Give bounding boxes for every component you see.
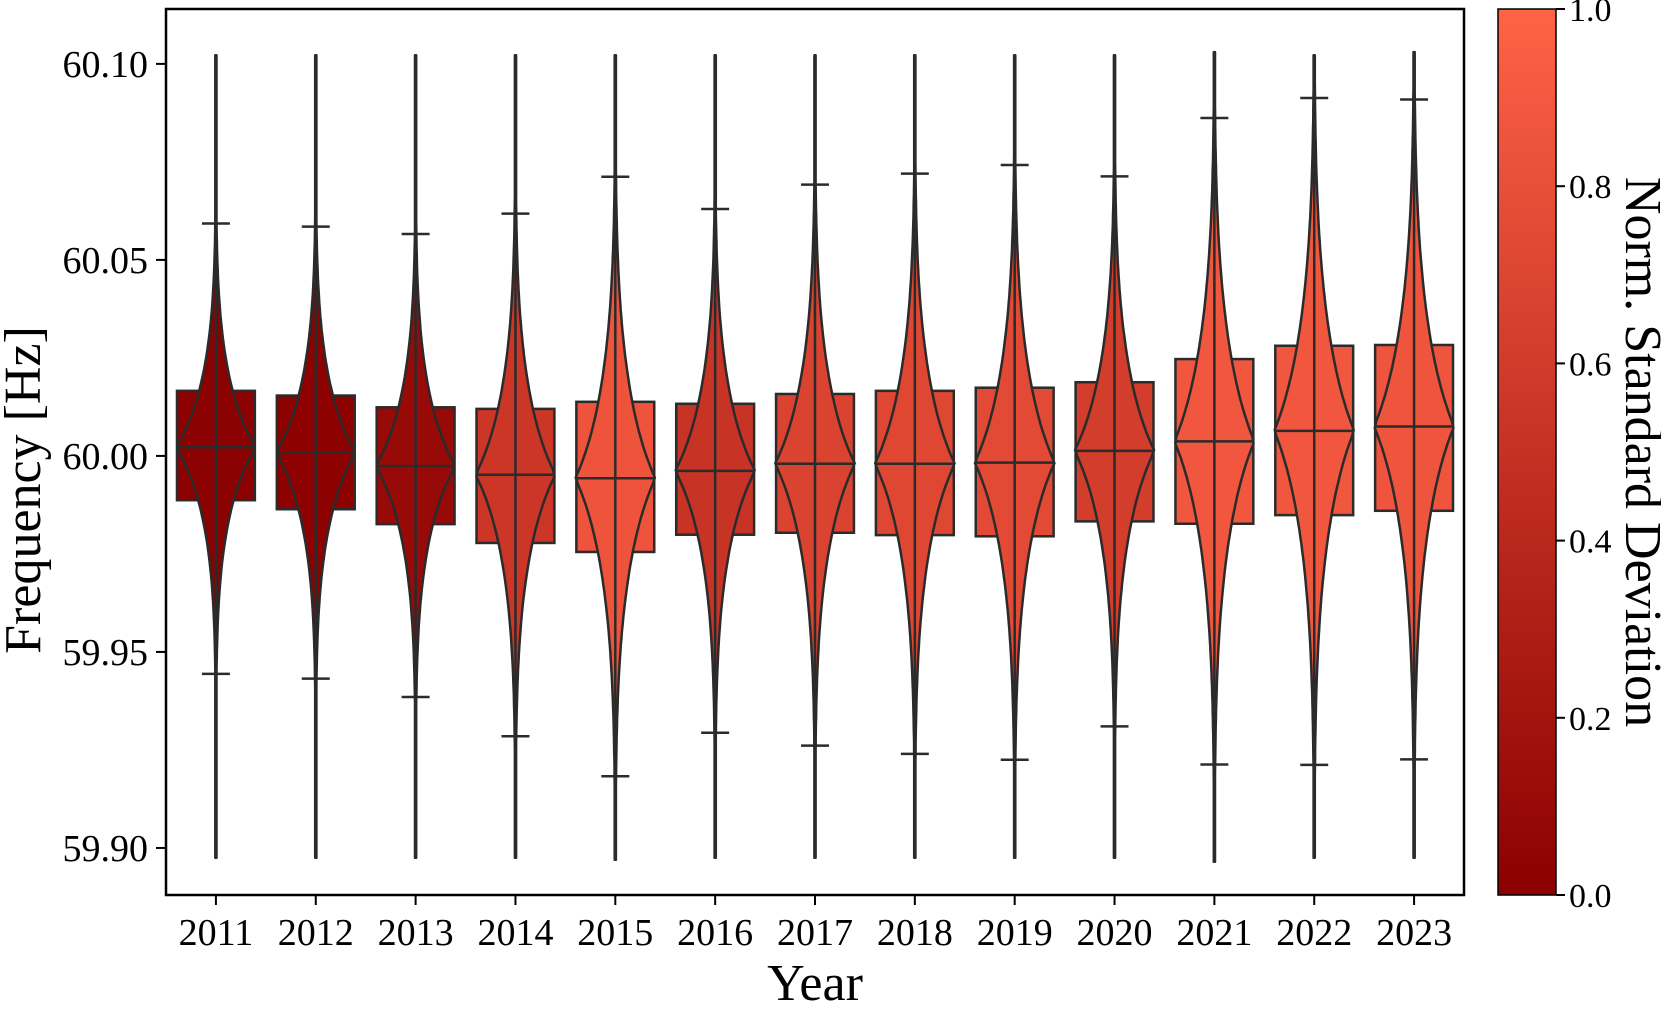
x-tick-label: 2011	[179, 912, 254, 954]
y-tick-label: 59.90	[63, 828, 149, 870]
violin-group-2011	[175, 54, 257, 860]
y-tick-label: 60.00	[63, 436, 149, 478]
colorbar-tick-label: 0.4	[1569, 524, 1612, 561]
x-tick-label: 2015	[577, 912, 653, 954]
violin-group-2023	[1373, 50, 1455, 860]
x-tick-label: 2012	[278, 912, 354, 954]
colorbar-tick-label: 0.0	[1569, 878, 1612, 915]
x-tick-label: 2014	[477, 912, 553, 954]
colorbar-tick-label: 0.8	[1569, 169, 1612, 206]
violin-group-2022	[1273, 54, 1355, 860]
colorbar-gradient	[1497, 8, 1557, 896]
x-tick-label: 2020	[1077, 912, 1153, 954]
colorbar-tick-label: 0.6	[1569, 346, 1612, 383]
y-tick-label: 60.05	[63, 240, 149, 282]
violin-group-2020	[1073, 54, 1156, 860]
violin-group-2019	[973, 54, 1056, 860]
violin-group-2018	[873, 54, 956, 860]
x-tick-label: 2018	[877, 912, 953, 954]
violin-group-2016	[674, 54, 756, 860]
y-axis: 59.90 59.95 60.00 60.05 60.10	[63, 44, 166, 870]
plot-area	[175, 50, 1455, 863]
violin-group-2013	[375, 54, 456, 860]
x-tick-label: 2017	[777, 912, 853, 954]
y-tick-label: 60.10	[63, 44, 149, 86]
violin-group-2015	[574, 54, 657, 861]
colorbar-tick-label: 1.0	[1569, 0, 1612, 29]
y-tick-label: 59.95	[63, 632, 149, 674]
y-axis-title: Frequency [Hz]	[0, 326, 52, 654]
colorbar-tick-label: 0.2	[1569, 701, 1612, 738]
x-tick-label: 2022	[1276, 912, 1352, 954]
x-tick-label: 2013	[378, 912, 454, 954]
x-axis-title: Year	[767, 955, 863, 1007]
x-tick-label: 2021	[1176, 912, 1252, 954]
violin-group-2021	[1174, 50, 1255, 863]
x-tick-label: 2016	[677, 912, 753, 954]
x-tick-label: 2023	[1376, 912, 1452, 954]
x-axis: 2011 2012 2013 2014 2015 2016 2017 2018 2019 2020…	[179, 895, 1452, 954]
colorbar-ticks: 0.0 0.2 0.4 0.6 0.8 1.0	[1556, 0, 1612, 915]
violin-group-2014	[475, 54, 556, 860]
colorbar: 0.0 0.2 0.4 0.6 0.8 1.0 Norm. Standard Deviat…	[1497, 0, 1661, 915]
x-tick-label: 2019	[977, 912, 1053, 954]
colorbar-label: Norm. Standard Deviation	[1614, 177, 1661, 727]
violin-group-2012	[275, 54, 356, 860]
violin-group-2017	[774, 54, 856, 860]
